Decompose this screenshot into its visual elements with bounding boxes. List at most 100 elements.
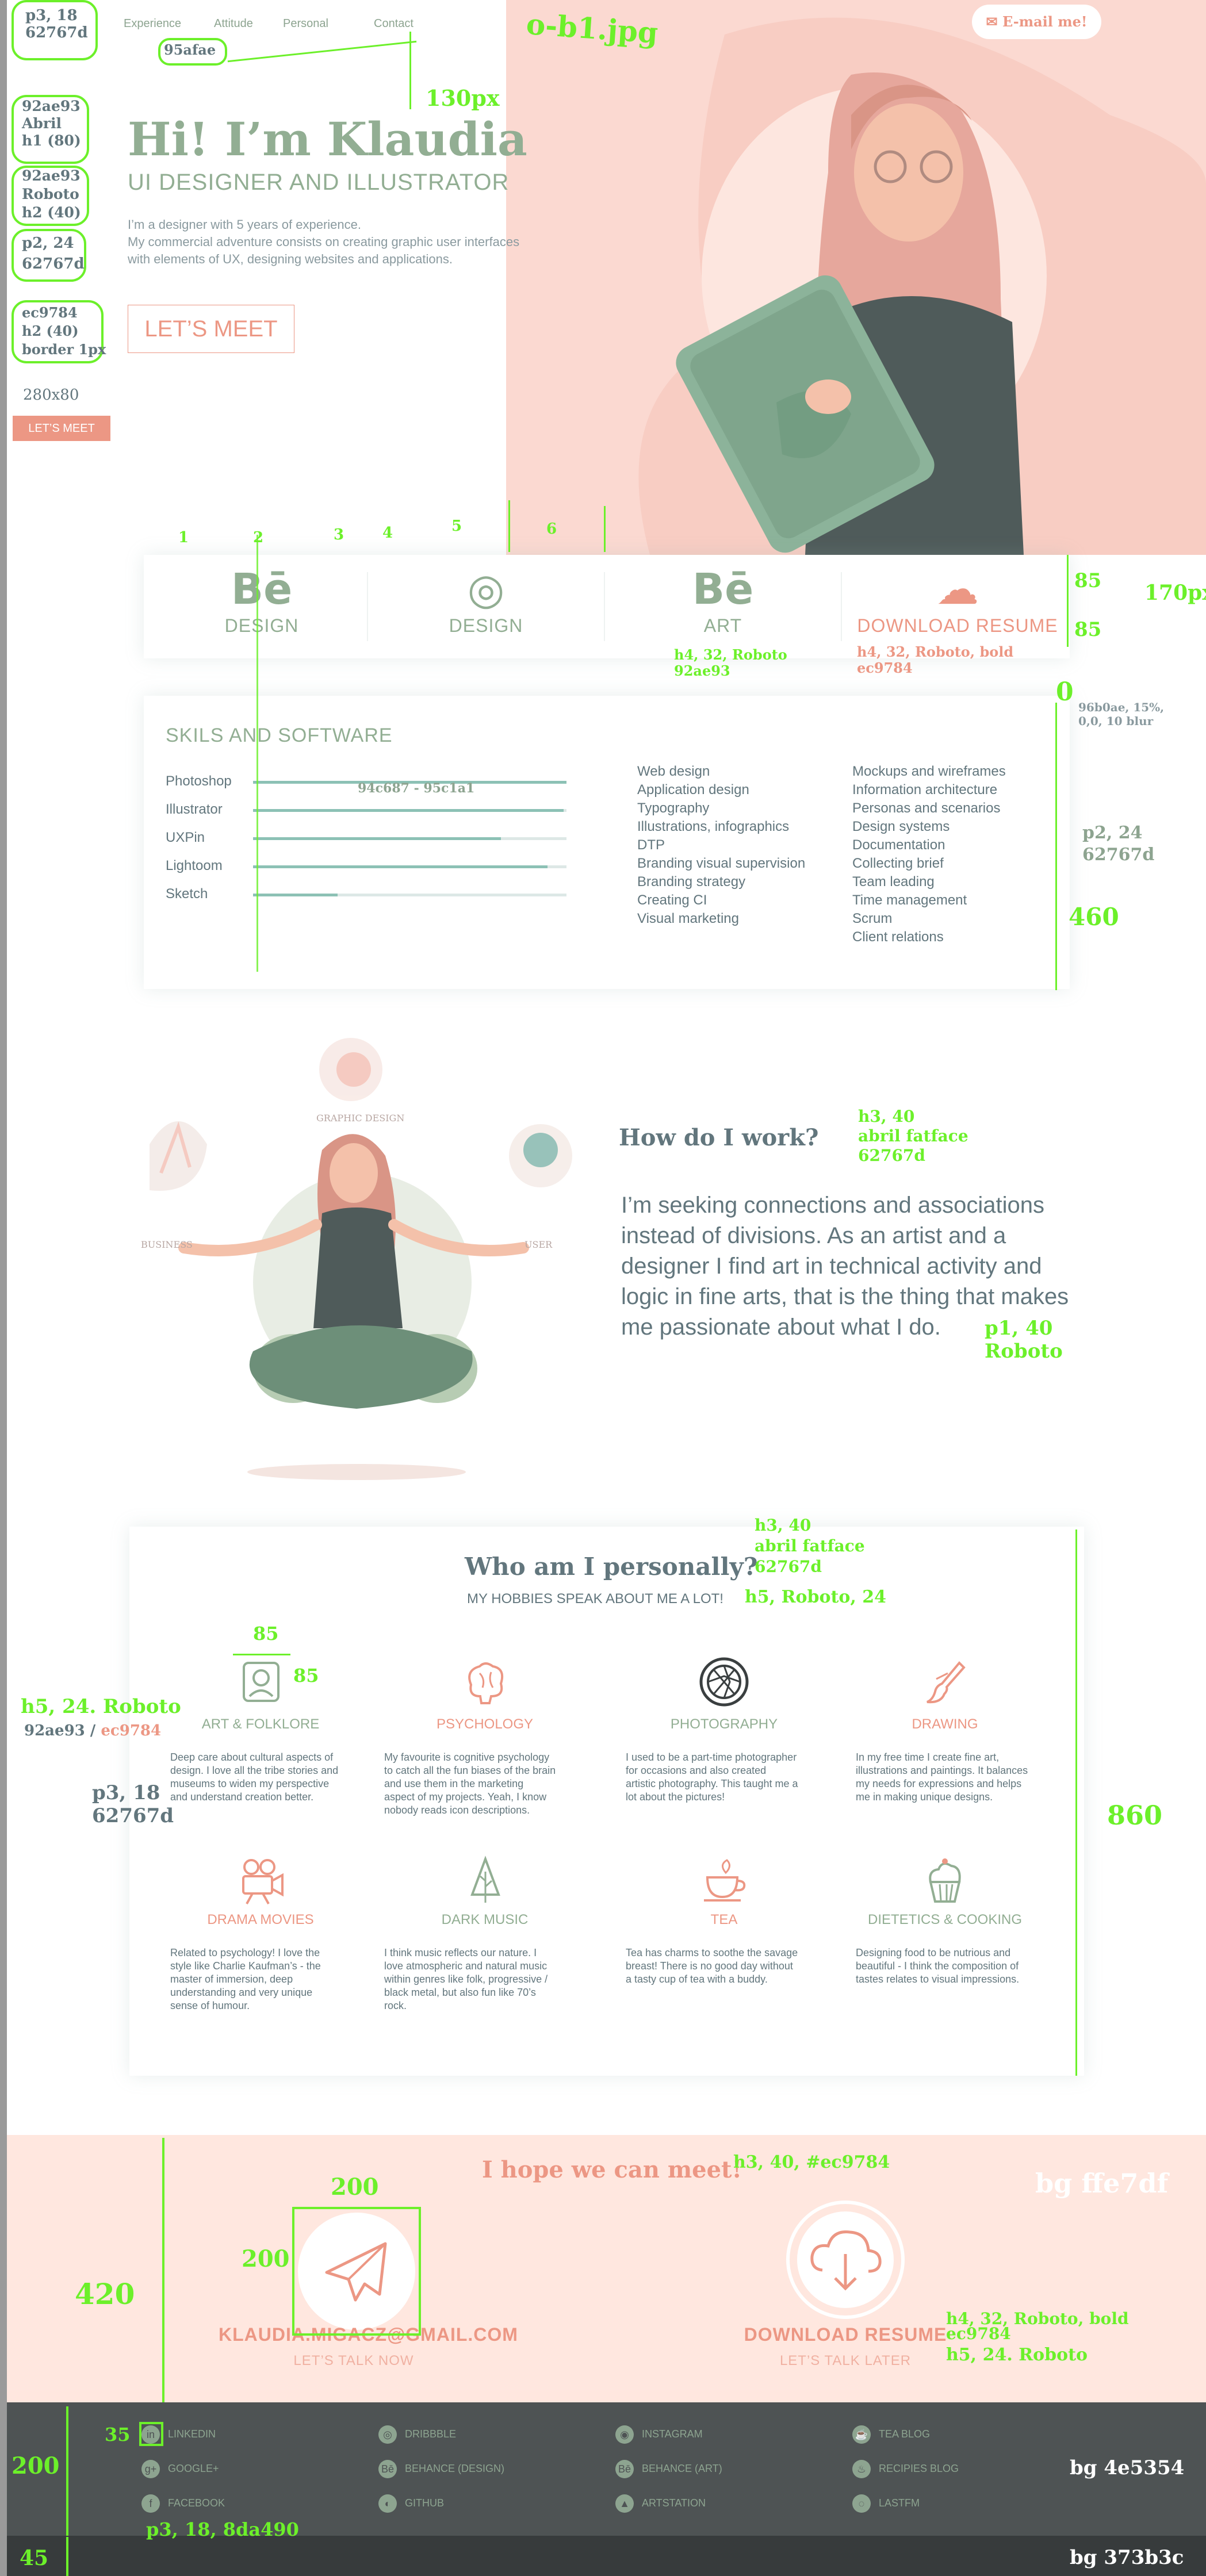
nav-attitude[interactable]: Attitude [214, 17, 253, 30]
footer-link-lastfm[interactable]: ◌ LASTFM [852, 2494, 920, 2513]
footer-link-behance-art[interactable]: Bē BEHANCE (ART) [615, 2460, 722, 2478]
skill-name: Illustrator [166, 802, 223, 817]
skill-name: Lightoom [166, 858, 223, 873]
hero-description-1: I’m a designer with 5 years of experienc… [128, 217, 361, 232]
annotation-200-footer: 200 [12, 2452, 60, 2479]
annotation-color-pink: ec9784 [101, 1722, 162, 1739]
lets-meet-button[interactable]: LET’S MEET [128, 305, 294, 353]
download-resume-button[interactable] [782, 2196, 909, 2323]
google-plus-icon: g+ [141, 2460, 160, 2478]
skill-name: Sketch [166, 886, 208, 902]
skill-item: Time management [852, 892, 967, 908]
service-divider [604, 572, 605, 641]
footer-link-dribbble[interactable]: ◎ DRIBBBLE [378, 2425, 456, 2444]
annotation-p3-spec: p3, 18 62767d [92, 1781, 174, 1827]
small-size-label: 280x80 [23, 386, 79, 404]
annotation-nav-color: 95afae [164, 41, 216, 58]
contact-section [7, 2135, 1206, 2402]
footer-link-linkedin[interactable]: in LINKEDIN [141, 2425, 216, 2444]
hobby-title: DIETETICS & COOKING [867, 1912, 1023, 1927]
footer-link-recipes-blog[interactable]: ♨ RECIPIES BLOG [852, 2460, 959, 2478]
cloud-download-icon [786, 2201, 905, 2319]
paintbrush-icon [926, 1661, 966, 1704]
annotation-btn-spec: ec9784 h2 (40) border 1px [22, 304, 106, 358]
skill-bar-fill [253, 809, 564, 812]
ruler-mark: 3 [334, 526, 344, 543]
service-dribbble-design[interactable]: ◎ DESIGN [368, 564, 604, 637]
service-label: DESIGN [224, 615, 299, 636]
annotation-h5-spec: h5, Roboto, 24 [745, 1587, 887, 1607]
service-label: DESIGN [449, 615, 523, 636]
skills-list-col1: Web design Application design Typography… [637, 762, 805, 928]
footer-link-behance-design[interactable]: Bē BEHANCE (DESIGN) [378, 2460, 504, 2478]
footer-link-label: LINKEDIN [168, 2428, 216, 2440]
footer-link-label: RECIPIES BLOG [879, 2462, 959, 2474]
footer-link-google-plus[interactable]: g+ GOOGLE+ [141, 2460, 219, 2478]
annotation-nav-spec: p3, 18 62767d [25, 7, 88, 41]
footer-link-tea-blog[interactable]: ☕ TEA BLOG [852, 2425, 930, 2444]
service-behance-art[interactable]: Bē ART [605, 564, 841, 637]
contact-resume[interactable]: DOWNLOAD RESUME [744, 2324, 947, 2345]
github-icon: ◐ [378, 2494, 397, 2513]
annotation-h4-bold-spec: h4, 32, Roboto, bold ec9784 [857, 643, 1014, 676]
movie-camera-icon [242, 1859, 284, 1904]
footer-link-github[interactable]: ◐ GITHUB [378, 2494, 444, 2513]
skill-bar [253, 809, 566, 812]
skill-bar [253, 837, 566, 840]
annotation-line [409, 32, 411, 109]
footer-link-label: GOOGLE+ [168, 2462, 219, 2474]
artstation-icon: ▲ [615, 2494, 634, 2513]
tree-icon [470, 1856, 500, 1903]
paper-plane-icon [298, 2213, 415, 2330]
nav-experience[interactable]: Experience [124, 17, 182, 30]
lets-meet-small-button[interactable]: LET’S MEET [13, 416, 110, 441]
hero-description-2: My commercial adventure consists on crea… [128, 235, 520, 249]
annotation-35: 35 [105, 2424, 131, 2445]
nav-contact[interactable]: Contact [374, 17, 414, 30]
annotation-icon-box [233, 1654, 290, 1655]
ruler-mark: 5 [451, 518, 462, 535]
footer-link-instagram[interactable]: ◉ INSTAGRAM [615, 2425, 703, 2444]
skill-item: Personas and scenarios [852, 800, 1001, 816]
email-me-label: ✉ E-mail me! [986, 13, 1088, 30]
skill-item: Design systems [852, 819, 950, 834]
hero-illustration [638, 17, 1206, 555]
footer-link-label: TEA BLOG [879, 2428, 931, 2440]
personal-card [129, 1527, 1084, 2076]
email-button[interactable] [293, 2208, 420, 2334]
footer-link-artstation[interactable]: ▲ ARTSTATION [615, 2494, 706, 2513]
skill-item: Collecting brief [852, 856, 944, 871]
annotation-85-bottom: 85 [1074, 618, 1102, 641]
hobby-title: DRAMA MOVIES [207, 1912, 314, 1927]
service-download-resume[interactable]: ☁ DOWNLOAD RESUME [840, 564, 1075, 637]
skill-item: Branding strategy [637, 874, 746, 890]
annotation-shadow-spec: 96b0ae, 15%, 0,0, 10 blur [1078, 700, 1165, 728]
footer-link-label: LASTFM [879, 2497, 920, 2509]
ruler-mark: 6 [546, 520, 557, 538]
annotation-color-green: 92ae93 / [24, 1722, 101, 1739]
annotation-h5-spec-b: h5, 24. Roboto [21, 1695, 181, 1718]
linkedin-icon: in [141, 2425, 160, 2444]
behance-icon: Bē [231, 565, 293, 614]
annotation-h1-spec: 92ae93 Abril h1 (80) [22, 98, 81, 149]
footer-link-label: BEHANCE (DESIGN) [405, 2462, 505, 2474]
annotation-170: 170px [1144, 581, 1206, 605]
skill-name: UXPin [166, 830, 205, 845]
service-behance-design[interactable]: Bē DESIGN [144, 564, 380, 637]
personal-subtitle: MY HOBBIES SPEAK ABOUT ME A LOT! [467, 1591, 723, 1607]
footer-link-facebook[interactable]: f FACEBOOK [141, 2494, 225, 2513]
tag-business: BUSINESS [141, 1239, 193, 1250]
camera-aperture-icon [699, 1657, 749, 1707]
skills-title: SKILS AND SOFTWARE [166, 724, 393, 746]
skill-item: Information architecture [852, 782, 998, 798]
hobby-description: My favourite is cognitive psychology to … [384, 1751, 556, 1816]
facebook-icon: f [141, 2494, 160, 2513]
annotation-icon-85-top: 85 [253, 1623, 279, 1644]
hobby-title: PSYCHOLOGY [436, 1716, 534, 1732]
footer-link-label: GITHUB [405, 2497, 445, 2509]
cloud-download-icon: ☁ [936, 565, 979, 614]
work-text: I’m seeking connections and associations… [621, 1193, 1069, 1340]
email-me-button[interactable]: ✉ E-mail me! [972, 5, 1101, 39]
skill-item: Visual marketing [637, 911, 739, 926]
nav-personal[interactable]: Personal [283, 17, 328, 30]
